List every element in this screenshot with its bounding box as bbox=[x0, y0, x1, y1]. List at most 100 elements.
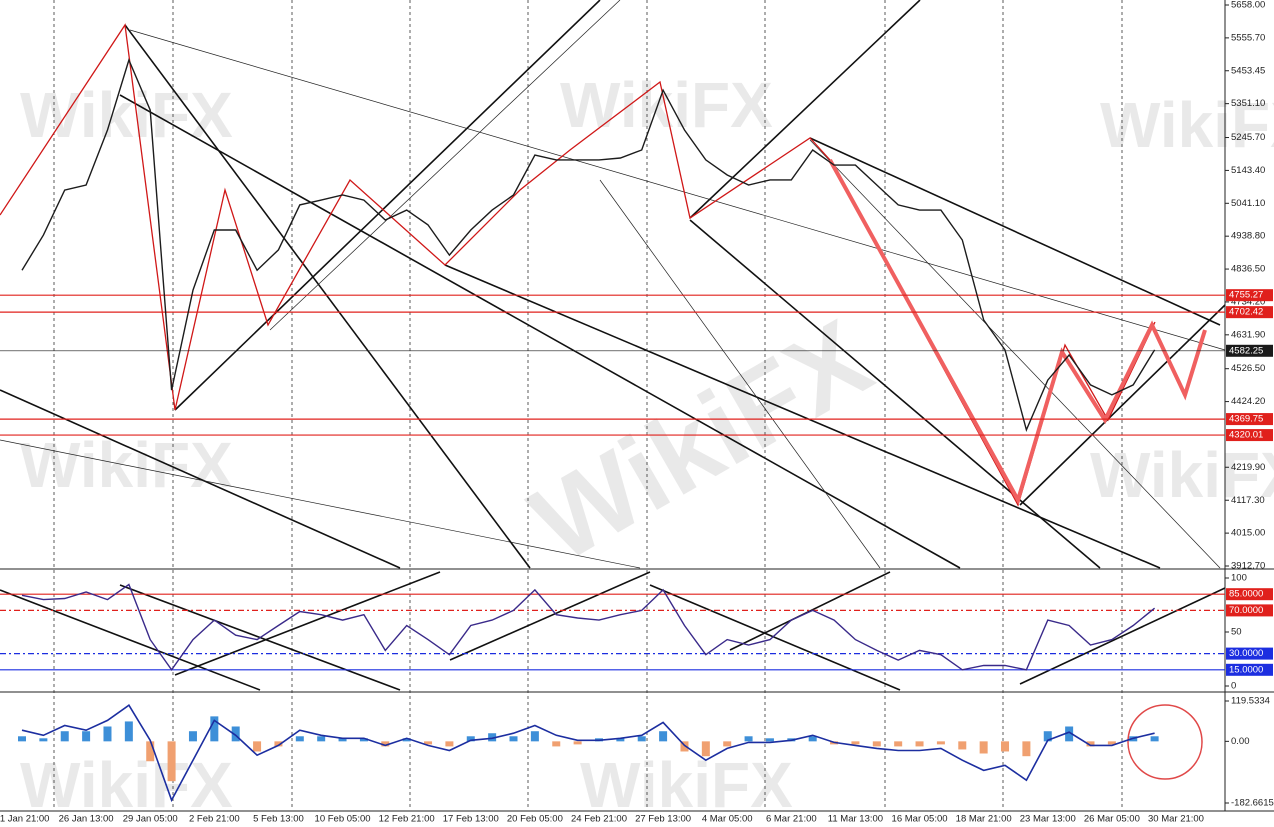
macd-line bbox=[21, 704, 1155, 803]
histogram-bar bbox=[872, 741, 881, 747]
trend-line bbox=[649, 584, 901, 691]
histogram-bar bbox=[894, 741, 903, 747]
trend-line bbox=[0, 439, 641, 569]
level-label-box bbox=[1226, 413, 1273, 426]
level-label-box bbox=[1226, 604, 1273, 617]
y-tick-label: 5453.45 bbox=[1231, 65, 1265, 76]
histogram-bar bbox=[659, 731, 668, 742]
x-tick-label: 20 Feb 05:00 bbox=[507, 814, 563, 825]
y-tick-label: 4938.80 bbox=[1231, 231, 1265, 242]
histogram-bar bbox=[103, 726, 112, 742]
level-label-box bbox=[1226, 344, 1273, 357]
x-tick-label: 24 Feb 21:00 bbox=[571, 814, 627, 825]
trend-line bbox=[174, 571, 441, 676]
x-tick-label: 10 Feb 05:00 bbox=[315, 814, 371, 825]
histogram-bar bbox=[851, 741, 860, 745]
y-tick-label: 4734.20 bbox=[1231, 296, 1265, 307]
histogram-bar bbox=[637, 736, 646, 742]
x-tick-label: 16 Mar 05:00 bbox=[892, 814, 948, 825]
y-tick-label: 4526.50 bbox=[1231, 363, 1265, 374]
level-label-box bbox=[1226, 429, 1273, 442]
y-tick-label: 100 bbox=[1231, 573, 1247, 584]
y-tick-label: 5351.10 bbox=[1231, 98, 1265, 109]
trend-line bbox=[449, 571, 651, 661]
x-tick-label: 4 Mar 05:00 bbox=[702, 814, 753, 825]
arrow-path bbox=[828, 159, 1207, 506]
level-label: 4369.75 bbox=[1229, 414, 1263, 425]
x-tick-label: 27 Feb 13:00 bbox=[635, 814, 691, 825]
histogram-bar bbox=[979, 741, 988, 754]
histogram-bar bbox=[466, 736, 475, 742]
y-tick-label: 4117.30 bbox=[1231, 495, 1265, 506]
histogram-bar bbox=[188, 731, 197, 742]
histogram-bar bbox=[1107, 741, 1116, 745]
level-label-box bbox=[1226, 588, 1273, 601]
y-tick-label: 5041.10 bbox=[1231, 198, 1265, 209]
histogram-bar bbox=[424, 741, 433, 745]
forecast-arrows bbox=[828, 159, 1207, 506]
x-tick-label: 26 Mar 05:00 bbox=[1084, 814, 1140, 825]
x-tick-label: 17 Feb 13:00 bbox=[443, 814, 499, 825]
histogram-bar bbox=[82, 731, 91, 742]
histogram-bar bbox=[1001, 741, 1010, 752]
level-label: 30.0000 bbox=[1229, 648, 1263, 659]
histogram-bar bbox=[317, 736, 326, 742]
histogram-bar bbox=[1043, 731, 1052, 742]
histogram-bar bbox=[958, 741, 967, 750]
trend-line bbox=[689, 0, 921, 219]
histogram-bar bbox=[1150, 736, 1159, 742]
data-line bbox=[21, 583, 1156, 672]
x-tick-label: 12 Feb 21:00 bbox=[379, 814, 435, 825]
trend-line bbox=[809, 137, 1221, 326]
y-tick-label: 50 bbox=[1231, 627, 1242, 638]
y-tick-label: 3912.70 bbox=[1231, 561, 1265, 572]
histogram-bar bbox=[295, 736, 304, 742]
y-tick-label: 4836.50 bbox=[1231, 264, 1265, 275]
watermark: WikiFX bbox=[560, 69, 773, 141]
histogram-bar bbox=[680, 741, 689, 752]
trend-line bbox=[809, 139, 1221, 569]
trend-lines bbox=[0, 0, 1226, 691]
watermark: WikiFX bbox=[580, 749, 793, 821]
histogram-bar bbox=[1065, 726, 1074, 742]
histogram-bar bbox=[701, 741, 710, 757]
histogram-bar bbox=[1022, 741, 1031, 757]
y-tick-label: 0.00 bbox=[1231, 736, 1250, 747]
histogram-bar bbox=[146, 741, 155, 762]
level-label: 4755.27 bbox=[1229, 290, 1263, 301]
histogram-bar bbox=[359, 738, 368, 742]
histogram-bar bbox=[509, 736, 518, 742]
watermark: WikiFX bbox=[1090, 439, 1274, 511]
histogram-bar bbox=[210, 716, 219, 742]
x-tick-label: 30 Mar 21:00 bbox=[1148, 814, 1204, 825]
watermark: WikiFX bbox=[1100, 89, 1274, 161]
trend-line bbox=[1019, 304, 1226, 506]
level-label: 85.0000 bbox=[1229, 589, 1263, 600]
y-tick-label: 5658.00 bbox=[1231, 0, 1265, 11]
histogram-bar bbox=[124, 721, 133, 742]
level-label: 4582.25 bbox=[1229, 345, 1263, 356]
x-tick-label: 18 Mar 21:00 bbox=[956, 814, 1012, 825]
histogram-bar bbox=[530, 731, 539, 742]
y-tick-label: 4424.20 bbox=[1231, 396, 1265, 407]
histogram-bar bbox=[744, 736, 753, 742]
trend-line bbox=[1019, 587, 1226, 685]
histogram-bar bbox=[381, 741, 390, 747]
histogram-bar bbox=[723, 741, 732, 747]
histogram-bar bbox=[18, 736, 26, 742]
x-tick-label: 11 Mar 13:00 bbox=[828, 814, 883, 825]
histogram-bar bbox=[915, 741, 924, 747]
histogram-bar bbox=[402, 738, 411, 742]
x-tick-label: 26 Jan 13:00 bbox=[59, 814, 114, 825]
histogram-bar bbox=[936, 741, 945, 745]
histogram-bar bbox=[60, 731, 69, 742]
histogram-bar bbox=[488, 733, 497, 742]
histogram-bar bbox=[274, 741, 283, 747]
y-tick-label: 5555.70 bbox=[1231, 32, 1265, 43]
level-label: 4320.01 bbox=[1229, 430, 1263, 441]
y-tick-label: 0 bbox=[1231, 681, 1236, 692]
histogram-bar bbox=[616, 738, 625, 742]
histogram-bar bbox=[573, 741, 582, 745]
data-line bbox=[21, 57, 1156, 433]
